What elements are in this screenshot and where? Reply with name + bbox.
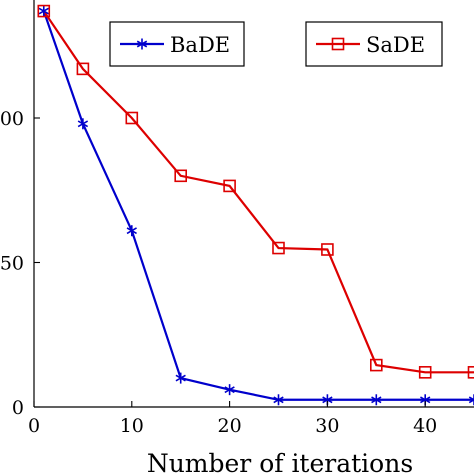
data-point-sade-1 [76, 62, 90, 76]
plot-lines [42, 10, 474, 401]
legend-label-sade: SaDE [366, 33, 425, 57]
data-point-sade-2 [125, 111, 139, 125]
x-tick-label: 40 [413, 415, 437, 437]
data-point-sade-5 [272, 241, 285, 255]
series-line-bade [42, 10, 474, 401]
legend: BaDE SaDE [109, 21, 443, 67]
data-point-bade-9 [468, 394, 474, 406]
series-line-sade [42, 10, 474, 374]
data-point-bade-4 [224, 384, 235, 396]
y-tick-label: 0 [12, 397, 24, 419]
data-point-sade-7 [369, 358, 383, 372]
legend-sample-bade [120, 38, 164, 50]
data-point-bade-7 [371, 394, 382, 406]
legend-sample-sade [316, 37, 360, 51]
y-tick-label: 100 [0, 108, 24, 130]
data-point-sade-4 [223, 179, 236, 193]
x-tick-label: 30 [315, 415, 339, 437]
data-point-bade-0 [38, 5, 49, 17]
x-axis-label: Number of iterations [147, 449, 413, 474]
x-tick-label: 20 [218, 415, 242, 437]
x-tick-label: 0 [28, 415, 40, 437]
x-tick-label: 10 [120, 415, 144, 437]
y-tick-label: 50 [0, 253, 24, 275]
data-point-bade-2 [126, 225, 137, 237]
legend-marker-bade [136, 38, 148, 50]
legend-marker-sade [331, 37, 345, 51]
legend-label-bade: BaDE [170, 33, 230, 57]
data-point-sade-9 [467, 366, 474, 379]
data-point-bade-3 [175, 372, 186, 384]
data-point-bade-1 [77, 118, 89, 130]
data-point-sade-0 [37, 4, 51, 18]
plot-markers [37, 4, 474, 406]
axis-ticks: 0 10 20 30 40 0 50 100 [0, 108, 437, 437]
data-point-sade-6 [321, 243, 334, 256]
data-point-bade-5 [273, 394, 284, 406]
data-point-sade-8 [418, 366, 432, 379]
data-point-sade-3 [174, 169, 187, 183]
